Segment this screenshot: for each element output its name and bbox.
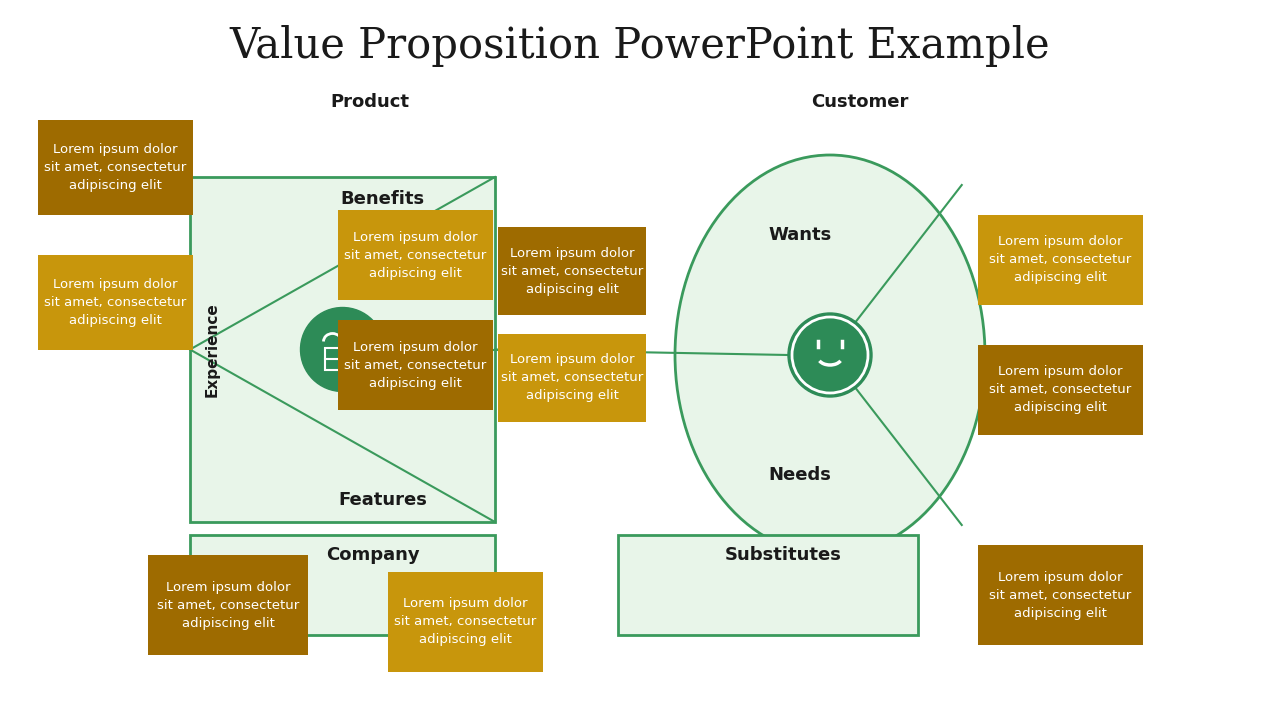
- Text: Lorem ipsum dolor
sit amet, consectetur
adipiscing elit: Lorem ipsum dolor sit amet, consectetur …: [157, 580, 300, 629]
- Text: Wants: Wants: [768, 226, 832, 244]
- Text: Lorem ipsum dolor
sit amet, consectetur
adipiscing elit: Lorem ipsum dolor sit amet, consectetur …: [45, 143, 187, 192]
- Text: Lorem ipsum dolor
sit amet, consectetur
adipiscing elit: Lorem ipsum dolor sit amet, consectetur …: [989, 570, 1132, 619]
- Text: Lorem ipsum dolor
sit amet, consectetur
adipiscing elit: Lorem ipsum dolor sit amet, consectetur …: [394, 598, 536, 647]
- Text: Needs: Needs: [768, 466, 832, 484]
- Text: Lorem ipsum dolor
sit amet, consectetur
adipiscing elit: Lorem ipsum dolor sit amet, consectetur …: [344, 230, 486, 279]
- FancyBboxPatch shape: [978, 545, 1143, 645]
- FancyBboxPatch shape: [338, 210, 493, 300]
- Text: Experience: Experience: [205, 302, 219, 397]
- FancyBboxPatch shape: [38, 255, 193, 350]
- Text: Lorem ipsum dolor
sit amet, consectetur
adipiscing elit: Lorem ipsum dolor sit amet, consectetur …: [45, 278, 187, 327]
- Text: Fears: Fears: [1000, 346, 1055, 364]
- Circle shape: [301, 307, 384, 392]
- Text: Benefits: Benefits: [340, 190, 425, 208]
- FancyBboxPatch shape: [189, 535, 495, 635]
- Text: Customer: Customer: [812, 93, 909, 111]
- FancyBboxPatch shape: [978, 215, 1143, 305]
- Text: Company: Company: [326, 546, 420, 564]
- Text: Product: Product: [330, 93, 410, 111]
- FancyBboxPatch shape: [189, 177, 495, 522]
- FancyBboxPatch shape: [498, 227, 646, 315]
- Text: Features: Features: [338, 491, 428, 509]
- FancyBboxPatch shape: [338, 320, 493, 410]
- Circle shape: [788, 313, 872, 397]
- Text: Lorem ipsum dolor
sit amet, consectetur
adipiscing elit: Lorem ipsum dolor sit amet, consectetur …: [344, 341, 486, 390]
- FancyBboxPatch shape: [148, 555, 308, 655]
- FancyBboxPatch shape: [978, 345, 1143, 435]
- Text: Value Proposition PowerPoint Example: Value Proposition PowerPoint Example: [229, 25, 1051, 67]
- Bar: [325, 348, 361, 369]
- Text: Lorem ipsum dolor
sit amet, consectetur
adipiscing elit: Lorem ipsum dolor sit amet, consectetur …: [989, 366, 1132, 415]
- FancyBboxPatch shape: [388, 572, 543, 672]
- Text: Lorem ipsum dolor
sit amet, consectetur
adipiscing elit: Lorem ipsum dolor sit amet, consectetur …: [500, 246, 643, 295]
- FancyBboxPatch shape: [618, 535, 918, 635]
- FancyBboxPatch shape: [498, 334, 646, 422]
- Text: Lorem ipsum dolor
sit amet, consectetur
adipiscing elit: Lorem ipsum dolor sit amet, consectetur …: [989, 235, 1132, 284]
- Text: Substitutes: Substitutes: [724, 546, 841, 564]
- FancyBboxPatch shape: [38, 120, 193, 215]
- Ellipse shape: [675, 155, 986, 555]
- Text: Lorem ipsum dolor
sit amet, consectetur
adipiscing elit: Lorem ipsum dolor sit amet, consectetur …: [500, 354, 643, 402]
